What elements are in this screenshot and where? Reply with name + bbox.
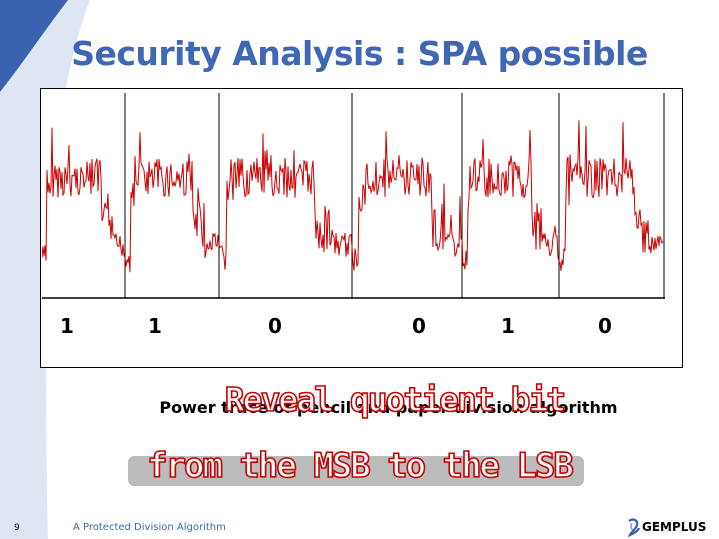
- power-trace-line: [42, 120, 664, 273]
- footer-title: A Protected Division Algorithm: [73, 522, 226, 533]
- overlay-text-line1: Reveal quotient bit: [224, 379, 567, 420]
- page-number: 9: [14, 523, 20, 533]
- logo-wordmark: GEMPLUS: [642, 520, 707, 534]
- gemplus-logo-icon: [627, 518, 641, 537]
- quotient-bit: 1: [501, 314, 515, 338]
- quotient-bit: 0: [598, 314, 612, 338]
- trace-caption: Power trace of pencil and paper division…: [159, 398, 618, 417]
- overlay-text-line2: from the MSB to the LSB: [146, 445, 574, 487]
- quotient-bit: 0: [412, 314, 426, 338]
- power-trace-plot: [42, 93, 665, 299]
- slide-title: Security Analysis : SPA possible: [71, 34, 648, 73]
- quotient-bit: 1: [148, 314, 162, 338]
- quotient-bit: 1: [60, 314, 74, 338]
- overlay-shadow: [128, 456, 584, 486]
- quotient-bit: 0: [268, 314, 282, 338]
